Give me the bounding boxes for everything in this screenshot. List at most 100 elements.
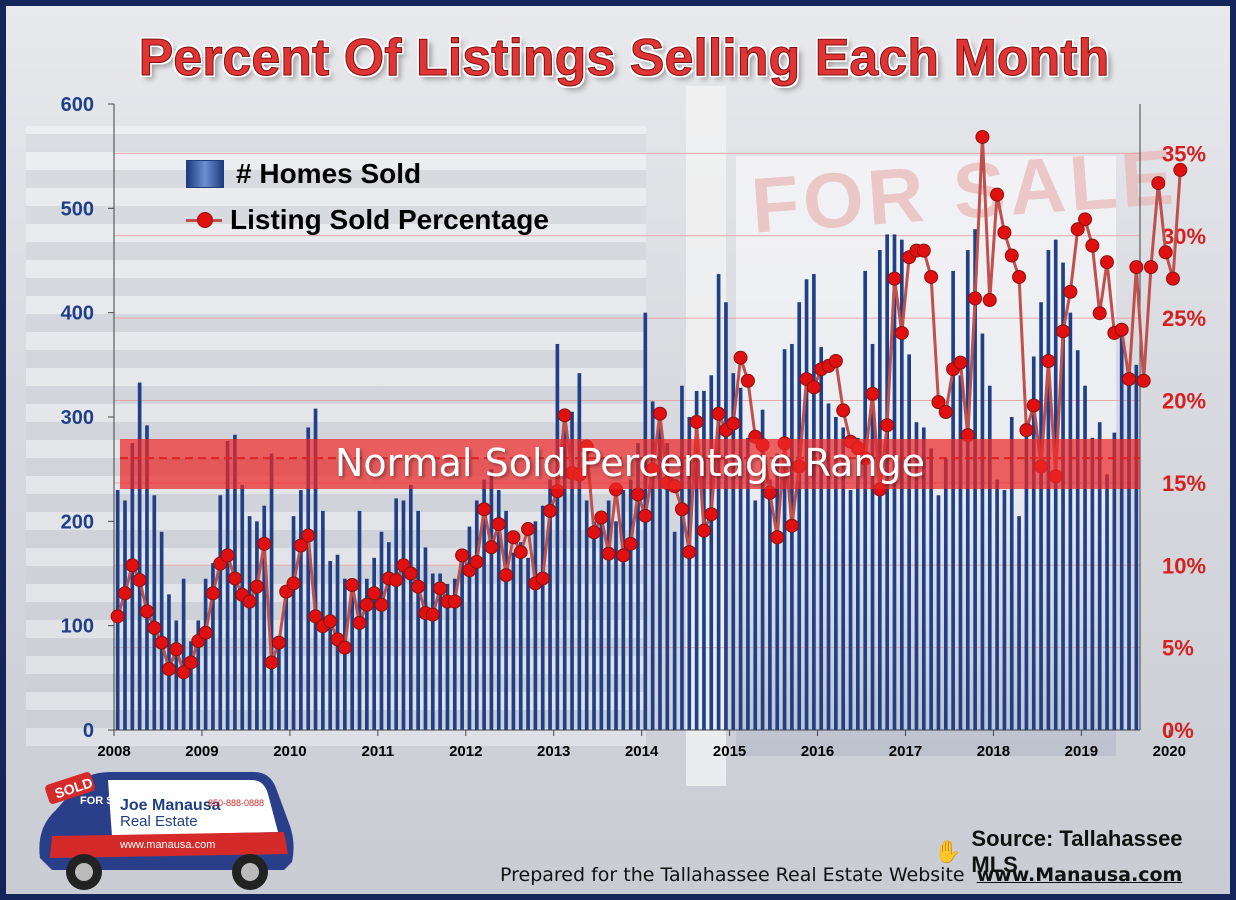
bar-homes-sold (841, 427, 846, 730)
point-sold-percentage (1129, 260, 1144, 275)
bar-homes-sold (724, 302, 728, 730)
point-sold-percentage (894, 325, 909, 340)
bar-homes-sold (313, 408, 318, 730)
point-sold-percentage (587, 525, 602, 540)
car-sold-badge (45, 772, 95, 804)
bar-homes-sold (445, 583, 450, 730)
point-sold-percentage (455, 548, 470, 563)
point-sold-percentage (205, 586, 220, 601)
x-tick-label: 2016 (801, 743, 834, 760)
point-sold-percentage (1151, 176, 1166, 191)
bar-homes-sold (467, 526, 472, 730)
point-sold-percentage (623, 536, 638, 551)
bar-homes-sold (658, 417, 662, 730)
bar-homes-sold (943, 458, 948, 730)
x-tick-label: 2008 (97, 743, 130, 760)
bar-homes-sold (350, 594, 355, 730)
point-sold-percentage (887, 271, 902, 286)
point-sold-percentage (308, 609, 323, 624)
point-sold-percentage (242, 594, 257, 609)
y-right-tick-label: 15% (1162, 471, 1206, 496)
bar-homes-sold (636, 443, 640, 730)
bar-homes-sold (159, 531, 164, 730)
bar-homes-sold (995, 479, 999, 730)
bar-homes-sold (1090, 437, 1095, 730)
bar-homes-sold (211, 563, 215, 730)
y-left-tick-label: 0 (83, 720, 94, 742)
point-sold-percentage (1092, 306, 1107, 321)
footer-link[interactable]: www.Manausa.com (976, 864, 1183, 886)
point-sold-percentage (726, 416, 741, 431)
bar-homes-sold (1046, 250, 1051, 731)
bar-homes-sold (870, 343, 875, 730)
point-sold-percentage (1085, 238, 1100, 253)
bar-homes-sold (577, 373, 582, 730)
point-sold-percentage (1026, 398, 1041, 413)
point-sold-percentage (447, 594, 462, 609)
x-tick-label: 2009 (185, 743, 218, 760)
legend-homes-sold-label: # Homes Sold (236, 158, 422, 189)
bar-homes-sold (152, 495, 157, 730)
x-tick-label: 2013 (537, 743, 570, 760)
bar-homes-sold (1039, 302, 1043, 730)
y-left-tick-label: 100 (61, 616, 94, 638)
x-tick-label: 2019 (1065, 743, 1098, 760)
bar-homes-sold (753, 500, 758, 730)
point-sold-percentage (521, 522, 536, 537)
bar-homes-sold (834, 417, 838, 730)
point-sold-percentage (491, 517, 506, 532)
bar-homes-sold (438, 573, 442, 730)
bar-homes-sold (460, 552, 464, 730)
normal-range-label: Normal Sold Percentage Range (335, 441, 925, 486)
bar-homes-sold (1068, 312, 1073, 730)
point-sold-percentage (147, 620, 162, 635)
point-sold-percentage (337, 640, 352, 655)
bar-homes-sold (240, 484, 245, 730)
point-sold-percentage (469, 554, 484, 569)
y-left-tick-label: 500 (61, 198, 94, 220)
bar-homes-sold (504, 510, 508, 730)
bar-homes-sold (562, 417, 567, 730)
point-sold-percentage (1158, 245, 1173, 260)
bar-homes-sold (694, 390, 699, 730)
y-right-tick-label: 10% (1162, 553, 1206, 578)
point-sold-percentage (931, 395, 946, 410)
x-tick-label: 2018 (977, 743, 1010, 760)
x-tick-label: 2014 (625, 743, 659, 760)
point-sold-percentage (293, 538, 308, 553)
point-sold-percentage (227, 571, 242, 586)
bar-homes-sold (863, 270, 868, 730)
legend-bar-swatch (186, 160, 224, 188)
bar-homes-sold (255, 521, 259, 730)
point-sold-percentage (169, 642, 184, 657)
bar-homes-sold (929, 448, 933, 730)
point-sold-percentage (433, 581, 448, 596)
point-sold-percentage (249, 579, 264, 594)
bar-homes-sold (145, 425, 149, 730)
bar-homes-sold (548, 479, 552, 730)
point-sold-percentage (682, 545, 697, 560)
point-sold-percentage (916, 243, 931, 258)
bar-homes-sold (533, 521, 538, 730)
point-sold-percentage (711, 406, 726, 421)
bar-homes-sold (665, 443, 670, 730)
bar-homes-sold (1097, 422, 1102, 730)
bar-homes-sold (965, 250, 970, 731)
bar-homes-sold (921, 427, 926, 730)
point-sold-percentage (1114, 322, 1129, 337)
bar-homes-sold (804, 279, 809, 730)
point-sold-percentage (220, 548, 235, 563)
point-sold-percentage (601, 546, 616, 561)
point-sold-percentage (425, 607, 440, 622)
bar-homes-sold (262, 505, 267, 730)
bar-homes-sold (760, 409, 765, 730)
bar-homes-sold (328, 560, 333, 730)
point-sold-percentage (594, 510, 609, 525)
normal-range-band (120, 439, 1140, 489)
bar-homes-sold (225, 440, 230, 730)
point-sold-percentage (674, 502, 689, 517)
bar-homes-sold (907, 354, 911, 730)
bar-homes-sold (1075, 350, 1080, 730)
bar-homes-sold (518, 542, 523, 730)
source-note: ✋ Source: Tallahassee MLS (934, 826, 1230, 878)
